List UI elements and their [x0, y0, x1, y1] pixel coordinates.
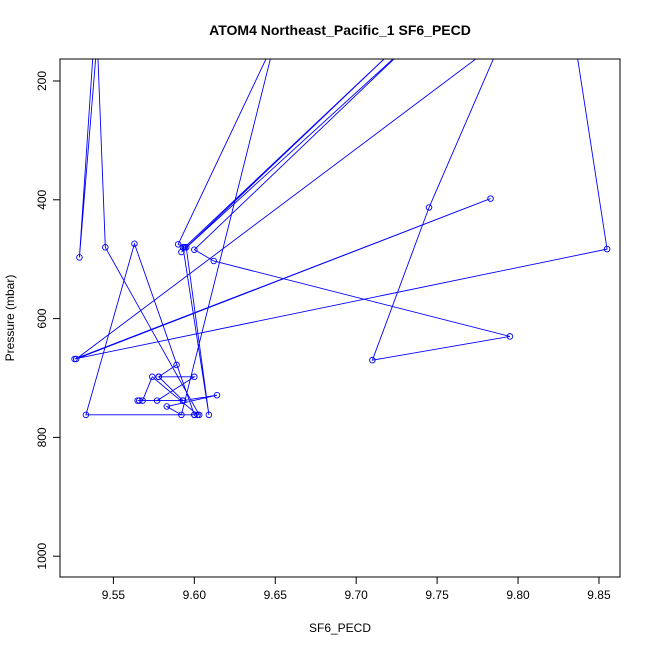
y-axis: 200 400 600 800 1000 — [35, 71, 61, 570]
data-point — [139, 397, 146, 404]
data-point — [131, 240, 138, 247]
x-tick-label: 9.70 — [345, 588, 369, 602]
data-point — [174, 241, 182, 248]
y-tick-label: 1000 — [35, 543, 49, 570]
x-axis: 9.55 9.60 9.65 9.70 9.75 9.80 9.85 — [102, 576, 611, 602]
data-point — [181, 244, 188, 251]
data-point — [178, 248, 185, 256]
y-tick-label: 600 — [35, 308, 49, 328]
data-point — [194, 411, 201, 419]
data-point — [191, 411, 198, 419]
x-axis-label: SF6_PECD — [309, 621, 371, 635]
data-point — [178, 411, 185, 419]
data-point — [155, 373, 162, 381]
data-point — [425, 204, 433, 211]
y-tick-label: 800 — [35, 427, 49, 447]
y-tick-label: 400 — [35, 189, 49, 209]
data-point — [179, 397, 187, 404]
data-point — [173, 361, 180, 369]
x-tick-label: 9.85 — [587, 588, 611, 602]
data-point — [213, 391, 221, 399]
data-point — [210, 257, 218, 265]
data-point — [148, 373, 156, 381]
y-tick-label: 200 — [35, 71, 49, 91]
data-point — [102, 244, 109, 251]
data-point — [153, 397, 161, 404]
data-point — [487, 195, 494, 202]
chart-title: ATOM4 Northeast_Pacific_1 SF6_PECD — [209, 22, 471, 38]
data-point — [603, 245, 611, 253]
series-line — [74, 59, 608, 416]
data-point — [205, 411, 213, 419]
data-point — [369, 356, 376, 364]
data-point — [163, 403, 171, 410]
data-point — [71, 355, 78, 363]
points-layer — [71, 195, 611, 419]
data-point — [191, 373, 198, 381]
plot-frame — [59, 58, 621, 578]
series-layer — [74, 59, 608, 416]
x-tick-label: 9.60 — [183, 588, 207, 602]
x-tick-label: 9.75 — [425, 588, 449, 602]
data-point — [506, 333, 514, 340]
data-point — [134, 397, 141, 404]
x-tick-label: 9.55 — [102, 588, 126, 602]
y-axis-label: Pressure (mbar) — [3, 275, 17, 362]
x-tick-label: 9.80 — [506, 588, 530, 602]
x-tick-label: 9.65 — [264, 588, 288, 602]
data-point — [82, 411, 90, 419]
data-point — [76, 254, 83, 261]
data-point — [191, 246, 198, 253]
